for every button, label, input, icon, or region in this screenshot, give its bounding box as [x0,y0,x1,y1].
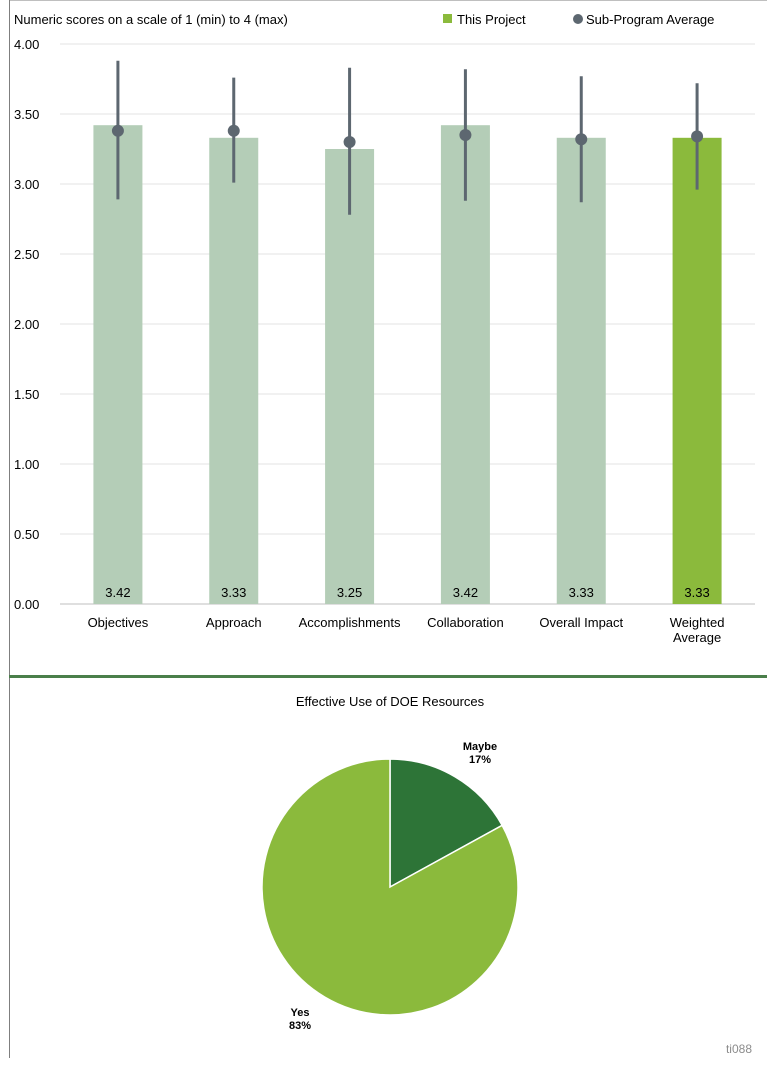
y-tick-label: 3.50 [14,107,39,122]
legend: This Project Sub-Program Average [443,12,714,27]
y-gridlines [60,43,755,605]
y-tick-label: 3.00 [14,177,39,192]
frame-left-border [9,0,10,1058]
average-point-4 [575,133,588,146]
average-point-3 [459,129,472,141]
pie-label-percent: 83% [289,1020,311,1032]
average-point-2 [343,136,356,148]
x-category-label: Approach [206,615,262,630]
pie-title: Effective Use of DOE Resources [296,694,485,709]
pie-label-name: Yes [291,1007,310,1019]
data-labels: 3.42 3.33 3.25 3.42 3.33 3.33 [105,585,709,600]
x-category-label: Objectives [88,615,149,630]
bar-2 [325,149,375,604]
bar-1 [209,137,259,605]
y-tick-label: 1.00 [14,457,39,472]
pie-slice-yes [261,758,519,1016]
x-category-label: Collaboration [427,615,504,630]
bars [93,125,722,605]
legend-label-this-project: This Project [457,12,526,27]
x-category-label: Overall Impact [539,615,623,630]
bar-value-label: 3.42 [453,585,478,600]
bar-value-label: 3.25 [337,585,362,600]
y-tick-label: 2.50 [14,247,39,262]
error-bars [111,60,704,215]
average-point-1 [227,124,240,137]
legend-swatch-this-project [443,14,452,23]
bar-0 [93,125,143,604]
bar-value-label: 3.33 [569,585,594,600]
bar-value-label: 3.33 [684,585,709,600]
x-axis-categories: Objectives Approach Accomplishments Collabo… [88,615,725,645]
x-category-label: Weighted [670,615,725,630]
y-axis-ticks: 0.00 0.50 1.00 1.50 2.00 2.50 3.00 3.50 4.00 [14,37,39,612]
footer-tag: ti088 [726,1042,752,1056]
legend-swatch-sub-program-average [573,14,583,24]
pie-label-percent: 17% [469,754,491,766]
legend-label-sub-program-average: Sub-Program Average [586,12,714,27]
chart-subtitle: Numeric scores on a scale of 1 (min) to … [14,12,288,27]
y-tick-label: 4.00 [14,37,39,52]
average-point-0 [111,124,124,137]
y-tick-label: 1.50 [14,387,39,402]
bar-5 [672,137,722,605]
bar-3 [440,125,490,604]
y-tick-label: 2.00 [14,317,39,332]
y-tick-label: 0.50 [14,527,39,542]
x-category-label: Accomplishments [299,615,401,630]
x-category-label: Average [673,630,721,645]
section-divider [9,675,767,678]
pie-label-name: Maybe [463,741,497,753]
pie-slice-maybe [389,758,504,889]
bar-4 [556,137,606,605]
pie-slices [261,758,519,1016]
y-tick-label: 0.00 [14,597,39,612]
bar-value-label: 3.42 [105,585,130,600]
frame-top-border [9,0,767,1]
average-point-5 [691,130,704,143]
bar-value-label: 3.33 [221,585,246,600]
